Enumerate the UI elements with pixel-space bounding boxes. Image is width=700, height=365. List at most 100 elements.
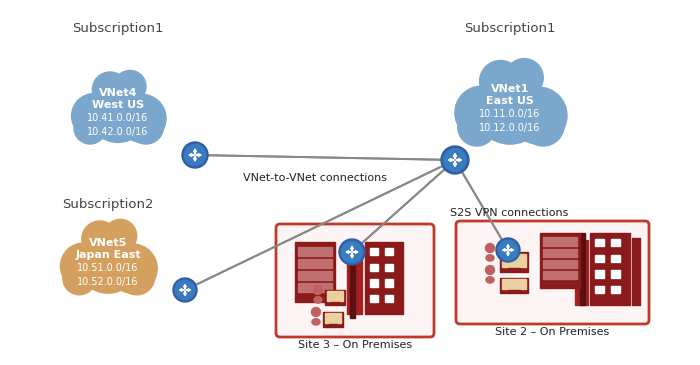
Ellipse shape	[486, 277, 494, 283]
Bar	[543, 237, 577, 246]
Bar	[370, 280, 378, 287]
Bar	[508, 290, 519, 292]
Bar	[385, 295, 393, 303]
Bar	[385, 280, 393, 287]
Bar	[298, 247, 332, 256]
Text: 10.52.0.0/16: 10.52.0.0/16	[77, 277, 139, 287]
Text: Subscription1: Subscription1	[464, 22, 556, 35]
Text: West US: West US	[92, 100, 144, 111]
Bar	[595, 239, 603, 246]
FancyArrow shape	[183, 284, 186, 289]
FancyArrow shape	[346, 250, 351, 253]
Ellipse shape	[486, 255, 494, 261]
Bar	[580, 233, 585, 305]
Bar	[325, 313, 342, 323]
Bar	[385, 264, 393, 271]
Circle shape	[486, 243, 494, 253]
FancyArrow shape	[194, 156, 197, 161]
FancyArrow shape	[351, 246, 354, 251]
Ellipse shape	[314, 297, 322, 303]
Circle shape	[182, 142, 208, 168]
FancyBboxPatch shape	[276, 224, 434, 337]
Text: 10.41.0.0/16: 10.41.0.0/16	[88, 114, 148, 123]
FancyArrow shape	[186, 289, 190, 291]
FancyArrow shape	[503, 249, 507, 251]
FancyArrow shape	[351, 253, 354, 258]
Text: Subscription1: Subscription1	[72, 22, 164, 35]
Circle shape	[71, 93, 116, 138]
Bar	[595, 255, 603, 262]
FancyArrow shape	[194, 149, 197, 154]
Circle shape	[312, 307, 321, 316]
FancyArrow shape	[183, 291, 186, 296]
Circle shape	[486, 265, 494, 274]
Circle shape	[108, 244, 158, 293]
Bar	[502, 254, 526, 266]
Bar	[540, 233, 580, 288]
Bar	[350, 242, 355, 318]
Text: Site 3 – On Premises: Site 3 – On Premises	[298, 340, 412, 350]
FancyArrow shape	[456, 158, 461, 162]
Bar	[595, 270, 603, 278]
Circle shape	[314, 285, 323, 295]
Circle shape	[441, 146, 469, 174]
Bar	[329, 324, 337, 326]
FancyArrow shape	[449, 158, 454, 162]
Bar	[298, 259, 332, 268]
Text: VNet-to-VNet connections: VNet-to-VNet connections	[243, 173, 387, 183]
Bar	[543, 260, 577, 268]
Text: Subscription2: Subscription2	[62, 198, 154, 211]
FancyArrow shape	[507, 245, 510, 249]
Text: VNet1: VNet1	[491, 84, 529, 93]
Bar	[500, 278, 528, 293]
FancyArrow shape	[454, 153, 456, 159]
Bar	[298, 283, 332, 292]
Bar	[611, 286, 620, 293]
Text: 10.51.0.0/16: 10.51.0.0/16	[77, 264, 139, 273]
Bar	[325, 290, 345, 305]
Circle shape	[88, 82, 148, 142]
Circle shape	[455, 86, 508, 139]
FancyArrow shape	[509, 249, 514, 251]
Bar	[298, 271, 332, 280]
Circle shape	[118, 95, 166, 142]
Circle shape	[74, 112, 106, 144]
Bar	[611, 255, 620, 262]
Bar	[611, 239, 620, 246]
Ellipse shape	[312, 319, 320, 325]
Bar	[500, 252, 528, 272]
Bar	[385, 248, 393, 255]
Bar	[502, 279, 526, 289]
Bar	[595, 286, 603, 293]
Circle shape	[175, 280, 195, 300]
Bar	[543, 249, 577, 257]
Bar	[365, 242, 403, 314]
Circle shape	[63, 262, 96, 295]
Text: S2S VPN connections: S2S VPN connections	[450, 208, 568, 218]
Bar	[370, 295, 378, 303]
Circle shape	[444, 149, 466, 172]
Bar	[543, 271, 577, 279]
Circle shape	[458, 108, 496, 146]
Text: 10.42.0.0/16: 10.42.0.0/16	[88, 127, 148, 137]
Bar	[327, 291, 344, 301]
Circle shape	[184, 144, 206, 166]
Text: Japan East: Japan East	[75, 250, 141, 261]
Circle shape	[119, 259, 155, 295]
Bar	[323, 312, 343, 327]
Bar	[347, 248, 362, 314]
Bar	[295, 242, 335, 302]
FancyArrow shape	[179, 289, 184, 291]
Circle shape	[522, 104, 564, 146]
FancyArrow shape	[189, 154, 194, 157]
Circle shape	[92, 72, 127, 107]
Circle shape	[510, 87, 567, 144]
Circle shape	[496, 238, 520, 262]
Bar	[590, 233, 630, 305]
Bar	[575, 240, 588, 305]
FancyArrow shape	[507, 251, 510, 255]
FancyBboxPatch shape	[456, 221, 649, 324]
FancyArrow shape	[353, 250, 358, 253]
Circle shape	[60, 243, 106, 289]
Text: 10.12.0.0/16: 10.12.0.0/16	[480, 123, 540, 132]
